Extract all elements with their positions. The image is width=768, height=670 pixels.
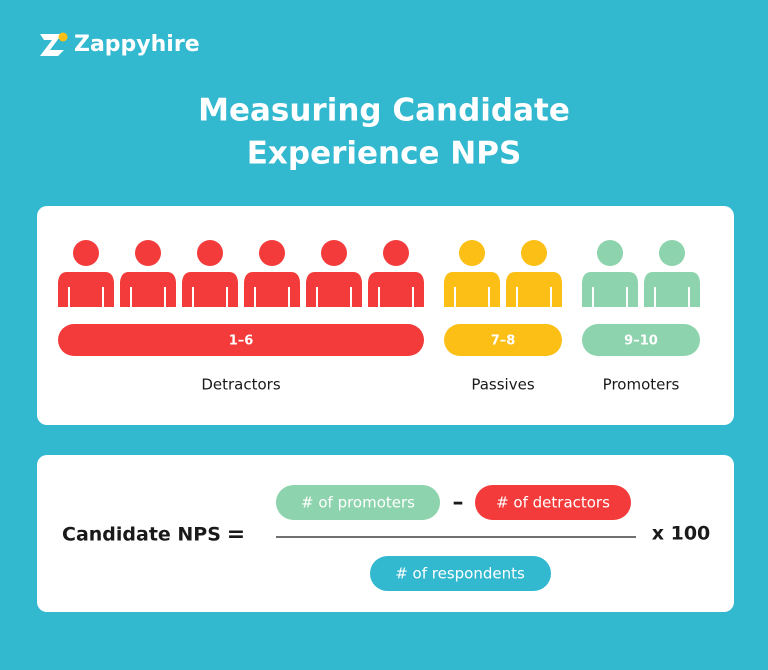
person-head [259, 240, 285, 266]
detractors-pill [475, 485, 631, 520]
person-body [120, 272, 176, 307]
formula-label: Candidate NPS [62, 524, 221, 546]
range-label: 1–6 [229, 334, 254, 349]
person-head [197, 240, 223, 266]
detractors-term: # of detractors [496, 494, 610, 512]
logo-mark [40, 32, 68, 56]
multiplier: x 100 [652, 523, 711, 545]
brand: Zappyhire [74, 32, 200, 57]
person-head [459, 240, 485, 266]
person-body [182, 272, 238, 307]
person-body [444, 272, 500, 307]
group-label: Promoters [603, 376, 680, 394]
person-body [368, 272, 424, 307]
person-head [597, 240, 623, 266]
person-head [659, 240, 685, 266]
person-body [644, 272, 700, 307]
groups: 1–6 Detractors 7–8 Passives 9–10 Promoters [58, 240, 700, 394]
title-line: Experience NPS [247, 136, 522, 172]
range-bar [58, 324, 424, 356]
person-body [58, 272, 114, 307]
person-body [244, 272, 300, 307]
minus-sign: – [453, 490, 464, 515]
person-body [582, 272, 638, 307]
promoters-term: # of promoters [301, 494, 415, 512]
equals-sign: = [227, 522, 245, 547]
group-label: Passives [471, 376, 534, 394]
range-label: 9–10 [624, 334, 658, 349]
person-head [321, 240, 347, 266]
person-head [521, 240, 547, 266]
person-head [383, 240, 409, 266]
title-line: Measuring Candidate [198, 93, 570, 129]
person-head [73, 240, 99, 266]
person-body [506, 272, 562, 307]
person-head [135, 240, 161, 266]
range-label: 7–8 [491, 334, 516, 349]
promoters-pill [276, 485, 440, 520]
person-body [306, 272, 362, 307]
range-bar [444, 324, 562, 356]
respondents-term: # of respondents [395, 565, 525, 583]
range-bar [582, 324, 700, 356]
respondents-pill [370, 556, 551, 591]
group-label: Detractors [201, 376, 280, 394]
